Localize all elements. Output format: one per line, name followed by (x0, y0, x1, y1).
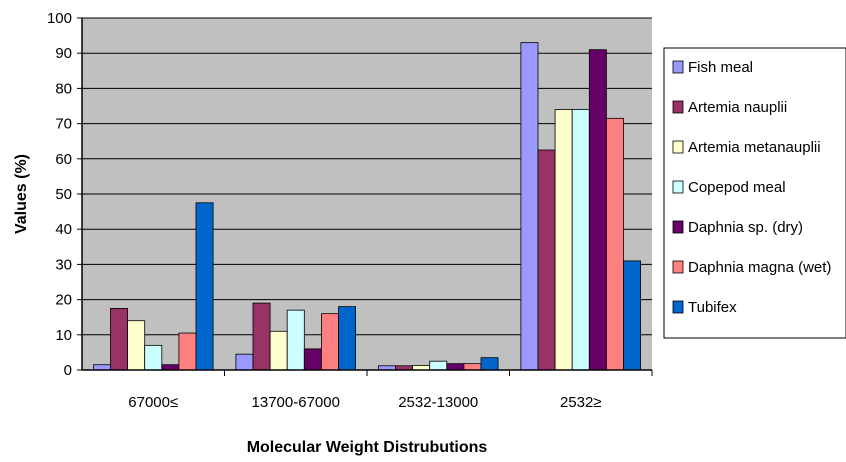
bar (429, 360, 448, 371)
x-tick-label: 67000≤ (128, 394, 178, 411)
legend: Fish meal Artemia nauplii Artemia metanaup… (663, 47, 846, 339)
x-tick-label: 13700-67000 (252, 394, 340, 411)
axes (77, 17, 653, 376)
bar (554, 109, 573, 371)
legend-swatch (672, 260, 684, 274)
bar (195, 202, 214, 371)
bar (338, 306, 357, 371)
legend-swatch (672, 300, 684, 314)
bar (446, 363, 465, 371)
y-tick-label: 80 (55, 80, 72, 97)
bar (480, 357, 499, 371)
bar (161, 364, 180, 371)
y-tick-labels: 0 10 20 30 40 50 60 70 80 90 100 (47, 10, 72, 379)
bar (93, 364, 111, 371)
bar (252, 302, 271, 371)
bar (463, 363, 482, 371)
x-tick-label: 2532≥ (560, 394, 602, 411)
bar (286, 309, 305, 371)
y-tick-label: 100 (47, 10, 72, 27)
y-tick-label: 70 (55, 116, 72, 133)
y-tick-label: 90 (55, 45, 72, 62)
legend-label: Copepod meal (688, 179, 786, 196)
bar (571, 109, 590, 371)
legend-swatch (672, 220, 684, 234)
y-tick-label: 30 (55, 256, 72, 273)
x-tick-labels: 67000≤ 13700-67000 2532-13000 2532≥ (128, 394, 601, 411)
bar (606, 117, 624, 371)
bar (235, 353, 254, 371)
bar (623, 260, 642, 371)
legend-label: Fish meal (688, 59, 753, 76)
legend-swatch (672, 60, 684, 74)
bar (303, 348, 322, 371)
bar (127, 320, 146, 371)
bar (269, 330, 288, 371)
bar (178, 332, 197, 371)
y-tick-label: 0 (64, 362, 72, 379)
y-tick-label: 40 (55, 221, 72, 238)
legend-label: Tubifex (688, 299, 737, 316)
bar (537, 149, 556, 371)
bar (144, 344, 163, 371)
y-tick-label: 10 (55, 327, 72, 344)
legend-label: Artemia nauplii (688, 99, 787, 116)
x-axis-title: Molecular Weight Distrubutions (247, 439, 488, 456)
bar (520, 42, 539, 371)
bar (588, 49, 607, 371)
gridlines (82, 17, 652, 371)
bars (93, 42, 642, 371)
legend-label: Artemia metanauplii (688, 139, 821, 156)
bar (110, 307, 129, 371)
legend-label: Daphnia sp. (dry) (688, 219, 803, 236)
legend-swatch (672, 140, 684, 154)
legend-label: Daphnia magna (wet) (688, 259, 831, 276)
legend-swatch (672, 180, 684, 194)
legend-swatch (672, 100, 684, 114)
bar (320, 313, 339, 371)
y-tick-label: 60 (55, 151, 72, 168)
legend-box (663, 47, 846, 339)
y-tick-label: 20 (55, 292, 72, 309)
y-tick-label: 50 (55, 186, 72, 203)
x-tick-label: 2532-13000 (398, 394, 478, 411)
y-axis-title: Values (%) (13, 154, 30, 234)
